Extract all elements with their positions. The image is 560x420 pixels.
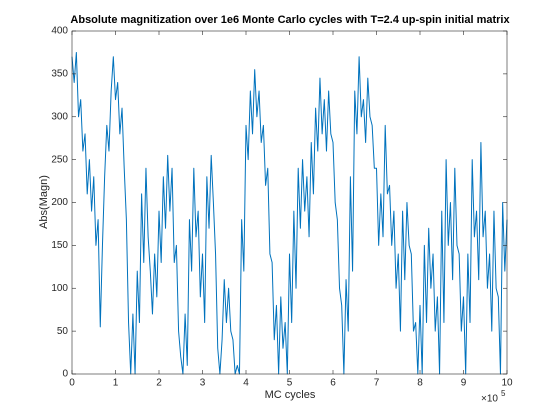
x-tick-label: 2 [156, 378, 162, 389]
y-tick-label: 50 [57, 326, 69, 337]
x-exponent: 5 [501, 389, 506, 398]
x-tick-label: 1 [113, 378, 119, 389]
x-tick-label: 0 [69, 378, 75, 389]
x-tick-label: 10 [501, 378, 513, 389]
x-axis-label: MC cycles [265, 389, 316, 401]
y-tick-label: 250 [51, 154, 68, 165]
y-axis-label: Abs(Magn) [38, 175, 50, 229]
x-exponent-base: ×10 [481, 394, 498, 405]
y-tick-label: 400 [51, 26, 68, 37]
y-tick-label: 200 [51, 197, 68, 208]
x-tick-label: 8 [417, 378, 423, 389]
y-tick-label: 350 [51, 69, 68, 80]
y-tick-label: 0 [62, 369, 68, 380]
x-tick-label: 4 [243, 378, 249, 389]
x-tick-label: 5 [287, 378, 293, 389]
y-tick-label: 100 [51, 283, 68, 294]
x-tick-label: 7 [374, 378, 380, 389]
data-line [71, 51, 508, 375]
x-tick-label: 6 [330, 378, 336, 389]
y-tick-label: 300 [51, 111, 68, 122]
chart-title: Absolute magnitization over 1e6 Monte Ca… [70, 14, 510, 26]
x-tick-label: 9 [461, 378, 467, 389]
y-tick-label: 150 [51, 240, 68, 251]
x-tick-label: 3 [200, 378, 206, 389]
